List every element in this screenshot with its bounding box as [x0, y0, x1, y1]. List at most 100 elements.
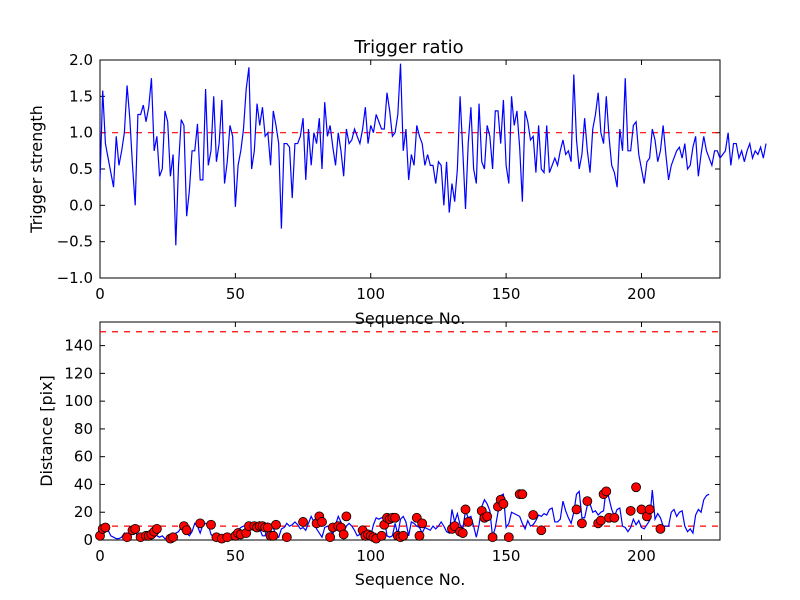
y-tick-label: 1.0: [69, 124, 93, 142]
y-tick: 60: [74, 448, 720, 466]
x-tick-label: 100: [356, 285, 385, 303]
distance-marker: [222, 532, 233, 543]
top-y-ticks: −1.0 −0.5 0.0 0.5 1.0 1.5 2.0: [57, 51, 720, 287]
distance-marker: [460, 504, 471, 515]
y-tick-label: 20: [74, 503, 93, 521]
distance-marker: [317, 517, 327, 527]
x-tick-label: 50: [226, 547, 245, 565]
bottom-x-ticks: 0 50 100 150 200: [95, 322, 656, 565]
y-tick: −0.5: [57, 233, 720, 251]
x-tick-label: 200: [627, 547, 656, 565]
y-tick: −1.0: [57, 269, 720, 287]
distance-marker: [325, 532, 336, 543]
bottom-subplot: 0 20 40 60 80 100 120 140 0 50 100 150 2…: [37, 321, 721, 589]
y-tick: 40: [74, 475, 720, 493]
distance-marker: [376, 530, 387, 541]
x-tick: 100: [356, 60, 385, 303]
y-tick: 80: [74, 420, 720, 438]
y-tick: 2.0: [69, 51, 720, 69]
top-chart-title: Trigger ratio: [353, 37, 463, 58]
trigger-strength-line: [99, 63, 767, 246]
distance-marker: [100, 522, 111, 533]
x-tick-label: 100: [356, 547, 385, 565]
y-tick: 120: [64, 364, 720, 382]
x-tick: 200: [627, 60, 656, 303]
y-tick-label: 40: [74, 475, 93, 493]
distance-markers: [95, 482, 666, 544]
y-tick-label: 0: [83, 531, 93, 549]
distance-marker: [536, 525, 547, 536]
distance-marker: [571, 504, 582, 515]
distance-marker: [644, 504, 655, 515]
y-tick-label: 120: [64, 364, 93, 382]
y-tick-label: 0.5: [69, 160, 93, 178]
distance-marker: [498, 498, 509, 509]
distance-marker: [609, 512, 620, 523]
distance-marker: [528, 510, 539, 520]
x-tick-label: 50: [226, 285, 245, 303]
distance-marker: [298, 517, 308, 527]
distance-marker: [262, 522, 273, 533]
x-tick-label: 200: [627, 285, 656, 303]
distance-marker: [268, 530, 279, 541]
distance-marker: [338, 529, 349, 540]
x-tick: 50: [226, 60, 245, 303]
distance-marker: [195, 518, 206, 529]
distance-marker: [417, 518, 428, 529]
distance-marker: [625, 505, 636, 516]
distance-marker: [181, 525, 192, 536]
top-subplot: Trigger ratio −1.0 −0.5 0.0 0.5 1.0 1.5 …: [27, 37, 767, 328]
distance-marker: [130, 523, 141, 534]
x-tick: 0: [95, 60, 105, 303]
distance-marker: [398, 530, 409, 541]
top-y-axis-label: Trigger strength: [27, 105, 46, 234]
x-tick: 200: [627, 322, 656, 565]
y-tick-label: 2.0: [69, 51, 93, 69]
distance-marker: [281, 532, 292, 543]
distance-marker: [601, 486, 612, 497]
y-tick-label: 1.5: [69, 87, 93, 105]
y-tick-label: −0.5: [57, 233, 93, 251]
top-x-axis-label: Sequence No.: [355, 309, 466, 328]
distance-marker: [168, 532, 179, 543]
bottom-x-axis-label: Sequence No.: [355, 570, 466, 589]
bottom-plot-frame: [99, 321, 721, 541]
y-tick: 0.0: [69, 196, 720, 214]
distance-marker: [517, 489, 528, 500]
y-tick-label: 60: [74, 448, 93, 466]
distance-marker: [457, 528, 468, 538]
distance-marker: [577, 518, 587, 529]
distance-marker: [482, 511, 493, 522]
distance-marker: [463, 517, 474, 527]
x-tick-label: 0: [95, 547, 105, 565]
distance-marker: [206, 519, 216, 530]
distance-marker: [151, 523, 162, 534]
distance-marker: [390, 512, 401, 523]
y-tick-label: −1.0: [57, 269, 93, 287]
distance-marker: [487, 532, 498, 543]
distance-marker: [631, 482, 641, 493]
y-tick: 20: [74, 503, 720, 521]
top-x-ticks: 0 50 100 150 200: [95, 60, 656, 303]
x-tick-label: 0: [95, 285, 105, 303]
y-tick-label: 0.0: [69, 196, 93, 214]
x-tick-label: 150: [492, 547, 521, 565]
y-tick-label: 100: [64, 392, 93, 410]
y-tick-label: 80: [74, 420, 93, 438]
distance-marker: [341, 511, 352, 522]
x-tick-label: 150: [492, 285, 521, 303]
y-tick-label: 140: [64, 337, 93, 355]
x-tick: 150: [492, 60, 521, 303]
distance-marker: [582, 496, 593, 507]
distance-marker: [271, 519, 281, 530]
bottom-y-axis-label: Distance [pix]: [37, 375, 56, 487]
distance-marker: [595, 515, 606, 526]
distance-marker: [122, 532, 132, 543]
distance-marker: [414, 530, 425, 541]
y-tick: 140: [64, 337, 720, 355]
distance-marker: [503, 532, 514, 543]
distance-marker: [655, 523, 666, 534]
bottom-y-ticks: 0 20 40 60 80 100 120 140: [64, 337, 720, 549]
y-tick: 100: [64, 392, 720, 410]
